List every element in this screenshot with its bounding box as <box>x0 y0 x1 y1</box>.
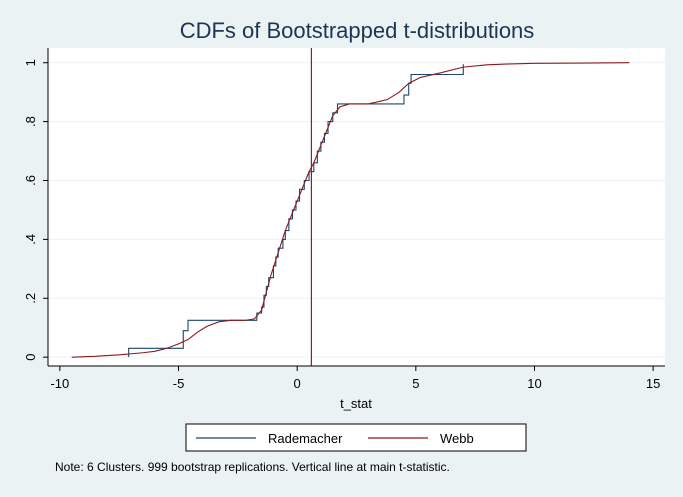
y-tick-label-1: .2 <box>23 293 38 304</box>
legend-label-rademacher: Rademacher <box>268 431 343 446</box>
y-tick-label-2: .4 <box>23 234 38 245</box>
series-line-rademacher <box>128 64 464 358</box>
x-tick-label-1: -5 <box>173 376 185 391</box>
chart-note: Note: 6 Clusters. 999 bootstrap replicat… <box>55 460 450 474</box>
series-line-webb <box>71 62 630 358</box>
plot-area <box>48 48 665 366</box>
grid-lines <box>48 62 665 358</box>
x-tick-label-0: -10 <box>50 376 69 391</box>
x-tick-label-2: 0 <box>294 376 301 391</box>
x-axis-ticks: -10 -5 0 5 10 15 <box>50 366 660 391</box>
x-tick-label-3: 5 <box>412 376 419 391</box>
x-axis-label: t_stat <box>340 396 372 411</box>
y-tick-label-0: 0 <box>23 354 38 361</box>
x-tick-label-5: 15 <box>646 376 660 391</box>
series-layer <box>71 62 630 358</box>
legend: Rademacher Webb <box>185 423 527 452</box>
chart-title: CDFs of Bootstrapped t-distributions <box>180 18 535 43</box>
x-tick-label-4: 10 <box>527 376 541 391</box>
y-tick-label-3: .6 <box>23 175 38 186</box>
legend-label-webb: Webb <box>440 431 474 446</box>
y-tick-label-5: 1 <box>23 59 38 66</box>
y-tick-label-4: .8 <box>23 116 38 127</box>
y-axis-ticks: 0 .2 .4 .6 .8 1 <box>23 59 48 361</box>
